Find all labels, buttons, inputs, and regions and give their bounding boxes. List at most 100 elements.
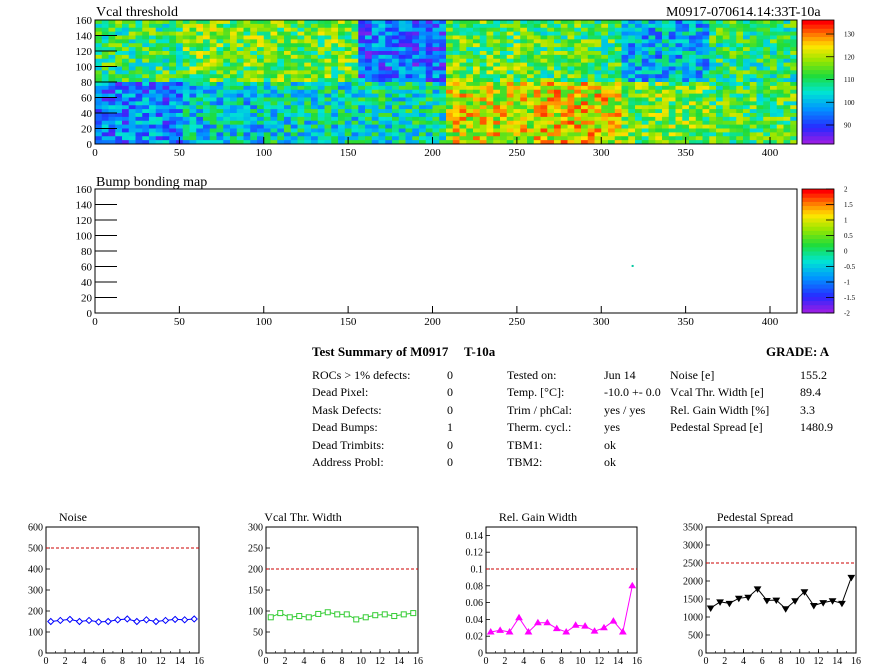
vcal-map-pixel [243,101,251,106]
y-tick-label: 100 [248,607,263,618]
vcal-map-pixel [351,66,359,71]
vcal-map-pixel [243,74,251,79]
vcal-map-pixel [398,136,406,141]
vcal-map-pixel [290,140,298,145]
x-tick-label: 2 [502,656,507,667]
vcal-map-pixel [398,128,406,133]
vcal-map-pixel [682,85,690,91]
vcal-map-pixel [628,43,636,48]
y-tick-label: 0.04 [466,615,484,626]
vcal-map-pixel [142,93,150,98]
vcal-map-pixel [405,31,413,36]
vcal-map-pixel [641,120,649,126]
vcal-map-pixel [425,101,433,106]
vcal-map-pixel [486,23,494,29]
vcal-map-pixel [290,74,298,79]
results-value: 155.2 [800,368,827,382]
vcal-map-pixel [452,39,460,44]
vcal-map-pixel [743,82,751,87]
vcal-map-pixel [695,74,703,79]
vcal-map-pixel [419,82,427,87]
colorbar-segment [802,251,834,256]
vcal-map-pixel [473,97,481,102]
vcal-map-pixel [601,116,609,122]
vcal-map-pixel [452,136,460,141]
vcal-map-pixel [331,113,339,118]
vcal-map-pixel [560,140,568,145]
vcal-map-pixel [284,101,292,106]
vcal-map-pixel [425,27,433,33]
vcal-map-pixel [358,132,366,137]
vcal-map-pixel [783,31,791,36]
vcal-map-pixel [216,105,224,110]
vcal-map-pixel [162,89,170,95]
vcal-map-pixel [304,132,312,137]
vcal-map-pixel [365,58,373,64]
vcal-map-pixel [398,39,406,44]
vcal-map-pixel [371,93,379,98]
vcal-map-pixel [533,62,541,67]
vcal-map-pixel [473,74,481,79]
vcal-map-pixel [635,101,643,106]
vcal-map-pixel [169,93,177,98]
vcal-map-pixel [155,58,163,64]
vcal-map-pixel [709,140,717,145]
vcal-map-pixel [621,23,629,29]
vcal-map-pixel [560,58,568,64]
vcal-map-pixel [257,51,265,56]
vcal-map-pixel [108,124,116,129]
vcal-map-pixel [540,66,548,71]
vcal-map-pixel [452,128,460,133]
vcal-map-pixel [338,43,346,48]
vcal-map-pixel [500,23,508,29]
vcal-map-pixel [527,78,535,83]
vcal-map-pixel [479,39,487,44]
vcal-map-pixel [155,31,163,36]
vcal-map-pixel [405,109,413,114]
vcal-map-pixel [405,20,413,25]
x-tick-label: 50 [174,316,186,328]
vcal-map-pixel [162,39,170,44]
vcal-map-pixel [101,82,109,87]
vcal-map-pixel [689,109,697,114]
vcal-map-pixel [182,23,190,29]
vcal-map-pixel [290,43,298,48]
y-tick-label: 300 [248,523,263,534]
vcal-map-pixel [358,136,366,141]
vcal-map-pixel [790,43,798,48]
vcal-map-pixel [169,51,177,56]
vcal-map-pixel [527,89,535,95]
vcal-map-pixel [540,105,548,110]
vcal-map-pixel [614,27,622,33]
vcal-map-pixel [668,58,676,64]
vcal-map-pixel [142,97,150,102]
vcal-map-pixel [405,39,413,44]
vcal-map-pixel [398,89,406,95]
vcal-map-pixel [641,58,649,64]
vcal-map-pixel [554,105,562,110]
vcal-map-pixel [716,140,724,145]
vcal-map-pixel [614,97,622,102]
colorbar-segment [802,217,834,223]
vcal-map-pixel [378,78,386,83]
vcal-map-pixel [338,116,346,122]
vcal-map-pixel [736,23,744,29]
vcal-map-pixel [479,74,487,79]
vcal-map-pixel [365,51,373,56]
vcal-map-pixel [385,128,393,133]
vcal-map-pixel [452,89,460,95]
vcal-map-pixel [439,70,447,75]
vcal-map-pixel [365,43,373,48]
vcal-map-pixel [351,128,359,133]
vcal-map-pixel [560,124,568,129]
vcal-map-pixel [648,140,656,145]
vcal-map-pixel [513,51,521,56]
vcal-map-pixel [608,124,616,129]
vcal-map-pixel [763,23,771,29]
vcal-map-pixel [196,31,204,36]
vcal-map-pixel [709,89,717,95]
vcal-map-pixel [108,136,116,141]
vcal-map-pixel [317,105,325,110]
vcal-map-pixel [155,113,163,118]
vcal-map-pixel [614,23,622,29]
